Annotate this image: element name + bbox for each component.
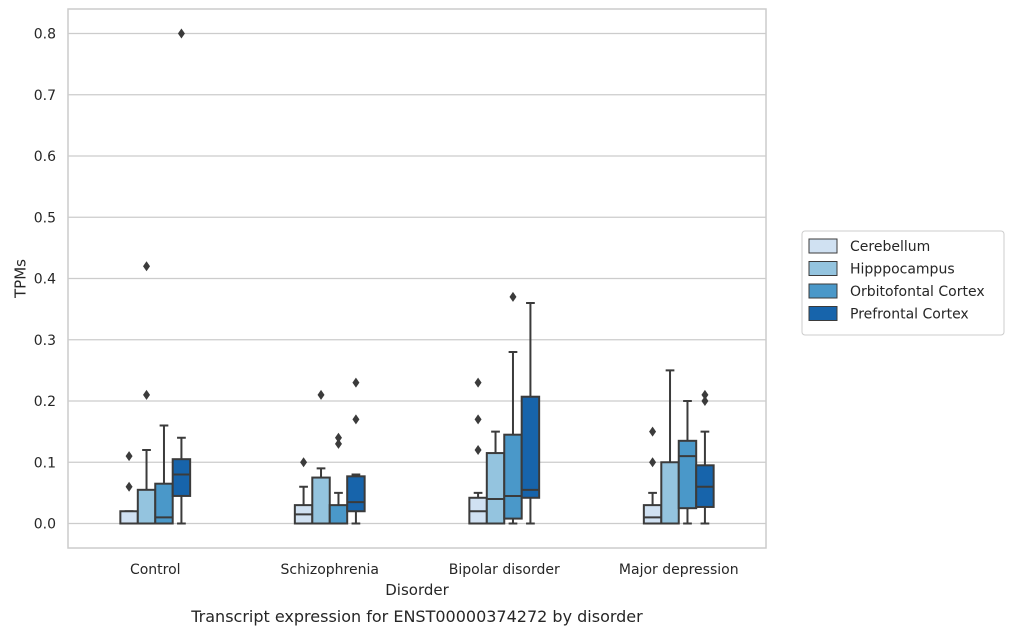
box-iqr (119, 510, 139, 525)
legend-label: Prefrontal Cortex (850, 307, 969, 323)
box-iqr (311, 476, 331, 525)
outlier-point (352, 414, 360, 425)
y-tick-label: 0.0 (34, 517, 56, 533)
box-group (642, 426, 663, 525)
box-iqr (503, 433, 523, 520)
legend-swatch (808, 283, 838, 299)
box-group (154, 424, 174, 525)
box-group (677, 400, 698, 525)
box-group (660, 369, 680, 525)
x-axis-title: Disorder (385, 581, 449, 599)
box-group (346, 377, 366, 525)
legend-label: Cerebellum (850, 239, 930, 255)
box-iqr (642, 504, 663, 525)
box-group (171, 28, 192, 525)
y-tick-label: 0.2 (34, 394, 56, 410)
box-group (119, 451, 139, 525)
y-tick-label: 0.8 (34, 27, 56, 43)
box-iqr (136, 488, 157, 525)
x-tick-label: Control (130, 562, 181, 578)
outlier-point (474, 445, 482, 455)
legend-swatch (808, 238, 838, 254)
y-axis-ticks: 0.0 0.1 0.2 0.3 0.4 0.5 0.6 0.7 0.8 (34, 27, 56, 533)
box-iqr (171, 458, 192, 497)
outlier-point (509, 291, 517, 302)
outlier-point (474, 414, 482, 425)
y-tick-label: 0.1 (34, 455, 56, 471)
legend-item: Prefrontal Cortex (808, 306, 969, 323)
legend: Cerebellum Hipppocampus Orbitofontal Corte… (801, 230, 1005, 336)
legend-label: Hipppocampus (850, 262, 955, 278)
legend-item: Orbitofontal Cortex (808, 283, 985, 300)
outlier-point (125, 451, 133, 462)
outlier-point (177, 28, 185, 39)
y-tick-label: 0.6 (34, 149, 56, 165)
x-tick-label: Bipolar disorder (449, 562, 560, 578)
outlier-point (125, 481, 133, 492)
figure-caption: Transcript expression for ENST0000037427… (190, 607, 643, 626)
box-iqr (520, 395, 541, 499)
legend-swatch (808, 261, 838, 276)
legend-frame (801, 230, 1005, 336)
legend-item: Cerebellum (808, 238, 930, 255)
box-group (695, 389, 715, 525)
box-iqr (154, 482, 174, 525)
legend-item: Hipppocampus (808, 261, 955, 278)
box-group (328, 432, 349, 525)
outlier-point (649, 457, 657, 468)
x-axis-ticks: Control Schizophrenia Bipolar disorder Majo… (130, 562, 739, 578)
outlier-point (474, 377, 482, 388)
box-groups (119, 28, 715, 525)
outlier-point (334, 438, 342, 449)
plot-area-frame (67, 8, 767, 549)
x-tick-label: Major depression (619, 562, 739, 578)
outlier-point (701, 396, 709, 406)
x-tick-label: Schizophrenia (281, 562, 379, 578)
outlier-point (143, 261, 151, 272)
box-group (503, 291, 523, 525)
y-tick-label: 0.7 (34, 88, 56, 104)
box-iqr (328, 504, 349, 525)
box-group (293, 457, 314, 525)
outlier-point (143, 389, 151, 400)
y-tick-label: 0.5 (34, 210, 56, 226)
box-iqr (485, 452, 506, 525)
outlier-point (317, 389, 325, 400)
y-gridlines (68, 32, 766, 525)
box-iqr (346, 475, 366, 513)
y-axis-title: TPMs (11, 259, 29, 299)
outlier-point (300, 457, 308, 468)
legend-items: Cerebellum Hipppocampus Orbitofontal Corte… (808, 238, 985, 323)
box-group (520, 302, 541, 525)
y-tick-label: 0.4 (34, 272, 56, 288)
y-tick-label: 0.3 (34, 333, 56, 349)
box-group (311, 389, 331, 525)
outlier-point (352, 377, 360, 388)
outlier-point (701, 389, 709, 400)
box-group (485, 430, 506, 525)
outlier-point (649, 426, 657, 437)
box-group (136, 261, 157, 525)
legend-swatch (808, 306, 838, 321)
box-iqr (660, 461, 680, 525)
box-group (468, 377, 488, 525)
box-iqr (677, 439, 698, 510)
legend-label: Orbitofontal Cortex (850, 284, 985, 300)
outlier-point (334, 432, 342, 443)
